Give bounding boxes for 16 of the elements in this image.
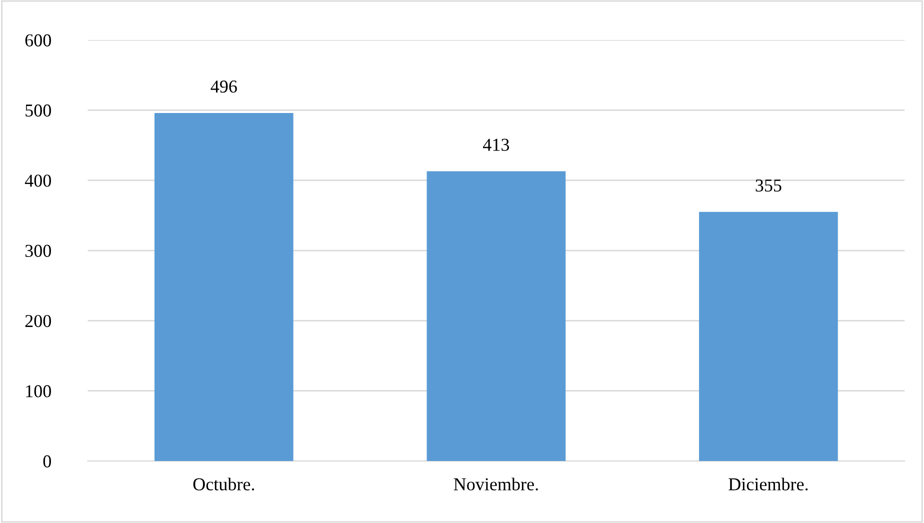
y-tick-label: 100 [26,385,51,398]
data-label: 355 [756,179,782,192]
y-tick-label: 400 [24,174,51,187]
bar [426,171,566,462]
x-tick-label: Octubre. [193,478,254,490]
x-tick-label: Noviembre. [454,478,538,490]
y-tick-label: 500 [26,104,51,117]
y-tick-label: 0 [43,455,51,468]
y-tick-label: 300 [25,244,51,257]
data-label: 413 [483,138,510,151]
y-tick-label: 200 [25,314,51,328]
bar [154,112,294,462]
x-tick-label: Diciembre. [728,478,808,490]
y-tick-label: 600 [25,34,51,46]
data-label: 496 [210,80,237,93]
bar [699,212,838,462]
